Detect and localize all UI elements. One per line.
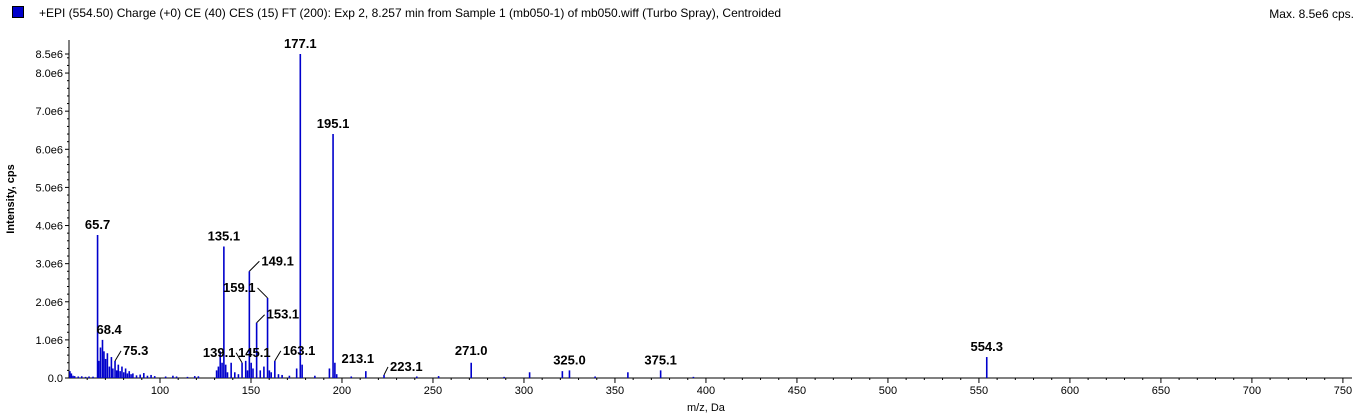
peak-label: 149.1 bbox=[261, 253, 294, 268]
peak-label: 153.1 bbox=[267, 307, 300, 322]
y-tick-label: 0.0 bbox=[48, 373, 63, 385]
x-tick-label: 400 bbox=[697, 385, 715, 397]
annotation-leader bbox=[383, 366, 389, 376]
peak-label: 135.1 bbox=[208, 228, 241, 243]
peak-label: 75.3 bbox=[123, 343, 148, 358]
max-intensity-label: Max. 8.5e6 cps. bbox=[1269, 7, 1354, 21]
peak-label: 65.7 bbox=[85, 217, 110, 232]
x-tick-label: 700 bbox=[1243, 385, 1261, 397]
chart-header: +EPI (554.50) Charge (+0) CE (40) CES (1… bbox=[0, 0, 1360, 26]
x-tick-label: 750 bbox=[1334, 385, 1352, 397]
peak-label: 68.4 bbox=[96, 322, 122, 337]
peak-label: 223.1 bbox=[390, 359, 423, 374]
y-tick-label: 7.0e6 bbox=[35, 106, 63, 118]
annotation-leader bbox=[248, 260, 260, 272]
annotation-leader bbox=[256, 314, 265, 324]
peak-label: 163.1 bbox=[283, 343, 316, 358]
peak-label: 139.1 bbox=[203, 345, 236, 360]
x-tick-label: 200 bbox=[333, 385, 351, 397]
y-tick-label: 5.0e6 bbox=[35, 182, 63, 194]
x-axis-title: m/z, Da bbox=[687, 402, 726, 414]
peak-label: 325.0 bbox=[553, 352, 586, 367]
peak-annotations: 177.1 195.1 65.7 135.1 149.1 159.1 153.1 68.475… bbox=[85, 36, 1003, 376]
annotation-leader bbox=[274, 350, 282, 362]
x-tick-label: 300 bbox=[515, 385, 533, 397]
peak-label: 271.0 bbox=[455, 343, 488, 358]
y-tick-label: 6.0e6 bbox=[35, 144, 63, 156]
peak-label: 177.1 bbox=[284, 36, 317, 51]
peak-label: 554.3 bbox=[970, 339, 1003, 354]
y-tick-label: 8.5e6 bbox=[35, 49, 63, 61]
y-axis-title: Intensity, cps bbox=[5, 164, 17, 233]
peak-label: 195.1 bbox=[317, 116, 350, 131]
x-ticks: 100 150 200 250 300 350 400 450 500 550 600 650 700 7… bbox=[86, 378, 1352, 397]
x-tick-label: 500 bbox=[879, 385, 897, 397]
x-tick-label: 550 bbox=[970, 385, 988, 397]
x-tick-label: 100 bbox=[151, 385, 169, 397]
y-tick-label: 8.0e6 bbox=[35, 68, 63, 80]
y-tick-label: 2.0e6 bbox=[35, 297, 63, 309]
peak-label: 375.1 bbox=[644, 352, 677, 367]
spectrum-title: +EPI (554.50) Charge (+0) CE (40) CES (1… bbox=[39, 6, 782, 20]
axes bbox=[68, 40, 1352, 379]
x-tick-label: 600 bbox=[1061, 385, 1079, 397]
x-tick-label: 650 bbox=[1152, 385, 1170, 397]
x-tick-label: 250 bbox=[424, 385, 442, 397]
annotation-leader bbox=[114, 350, 122, 362]
x-tick-label: 450 bbox=[788, 385, 806, 397]
peak-series bbox=[69, 54, 988, 378]
y-tick-label: 4.0e6 bbox=[35, 221, 63, 233]
y-tick-label: 1.0e6 bbox=[35, 335, 63, 347]
x-tick-label: 150 bbox=[242, 385, 260, 397]
annotation-leader bbox=[257, 287, 268, 299]
peak-label: 145.1 bbox=[238, 345, 271, 360]
series-swatch bbox=[12, 6, 24, 18]
y-tick-label: 3.0e6 bbox=[35, 259, 63, 271]
annotation-leader bbox=[235, 352, 243, 364]
x-tick-label: 350 bbox=[606, 385, 624, 397]
peak-label: 213.1 bbox=[342, 351, 375, 366]
peak-label: 159.1 bbox=[223, 280, 256, 295]
y-ticks: 0.0 1.0e6 2.0e6 3.0e6 4.0e6 5.0e6 6.0e6 7.0e6 8.… bbox=[35, 49, 69, 385]
